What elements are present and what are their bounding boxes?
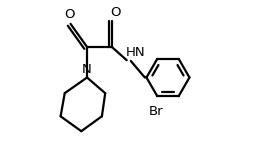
- Text: O: O: [110, 6, 121, 19]
- Text: N: N: [82, 63, 91, 76]
- Text: O: O: [64, 8, 74, 21]
- Text: Br: Br: [148, 105, 162, 118]
- Text: HN: HN: [125, 46, 145, 59]
